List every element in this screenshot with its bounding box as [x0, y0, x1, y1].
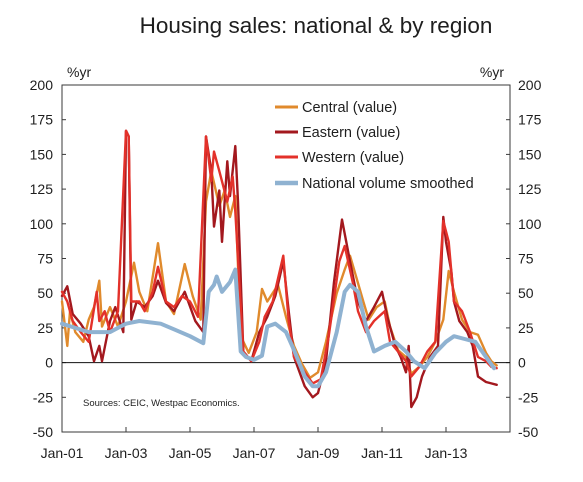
legend-item: National volume smoothed: [275, 176, 474, 192]
y-tick-label-right: 75: [518, 251, 534, 267]
series-layer: [60, 129, 498, 409]
axes-layer: -50 -50 -25 -25 0 0 25 25 50 50 75 75 100 100 125 125 15…: [30, 77, 542, 461]
y-tick-label-right: -50: [518, 424, 538, 440]
chart-title: Housing sales: national & by region: [140, 13, 493, 38]
series-line-western-value: [60, 129, 498, 385]
x-tick-label: Jan-01: [41, 445, 84, 461]
y-tick-label-left: 200: [30, 77, 54, 93]
y-tick-label-right: 100: [518, 216, 542, 232]
y-tick-label-right: 150: [518, 146, 542, 162]
y-tick-label-right: -25: [518, 389, 538, 405]
y-tick-label-right: 125: [518, 181, 542, 197]
legend-item: Central (value): [275, 100, 397, 116]
y-tick-label-left: 100: [30, 216, 54, 232]
y-tick-label-left: -50: [33, 424, 53, 440]
y-tick-label-right: 25: [518, 320, 534, 336]
x-tick-label: Jan-11: [361, 445, 403, 461]
series-line-national-volume-smoothed: [60, 267, 496, 389]
x-tick-label: Jan-03: [105, 445, 148, 461]
y-tick-label-left: 175: [30, 112, 54, 128]
y-tick-label-left: 75: [37, 251, 53, 267]
y-axis-right-unit: %yr: [480, 64, 504, 80]
y-tick-label-left: 0: [45, 355, 53, 371]
y-tick-label-left: 125: [30, 181, 54, 197]
x-tick-label: Jan-13: [425, 445, 468, 461]
legend-label: National volume smoothed: [302, 176, 474, 192]
y-tick-label-right: 50: [518, 285, 534, 301]
y-tick-label-left: 25: [37, 320, 53, 336]
x-tick-label: Jan-05: [169, 445, 212, 461]
legend-label: Western (value): [302, 150, 404, 166]
x-tick-label: Jan-07: [233, 445, 276, 461]
series-line-central-value: [60, 169, 498, 380]
y-tick-label-left: 150: [30, 146, 54, 162]
y-tick-label-right: 175: [518, 112, 542, 128]
y-tick-label-right: 0: [518, 355, 526, 371]
legend-item: Eastern (value): [275, 125, 400, 141]
y-axis-left-unit: %yr: [67, 64, 91, 80]
legend-label: Central (value): [302, 100, 397, 116]
legend-label: Eastern (value): [302, 125, 400, 141]
y-tick-label-right: 200: [518, 77, 542, 93]
x-tick-label: Jan-09: [297, 445, 340, 461]
source-note: Sources: CEIC, Westpac Economics.: [83, 398, 240, 409]
y-tick-label-left: -25: [33, 389, 53, 405]
legend-item: Western (value): [275, 150, 404, 166]
y-tick-label-left: 50: [37, 285, 53, 301]
legend: Central (value) Eastern (value) Western (v…: [275, 100, 474, 192]
